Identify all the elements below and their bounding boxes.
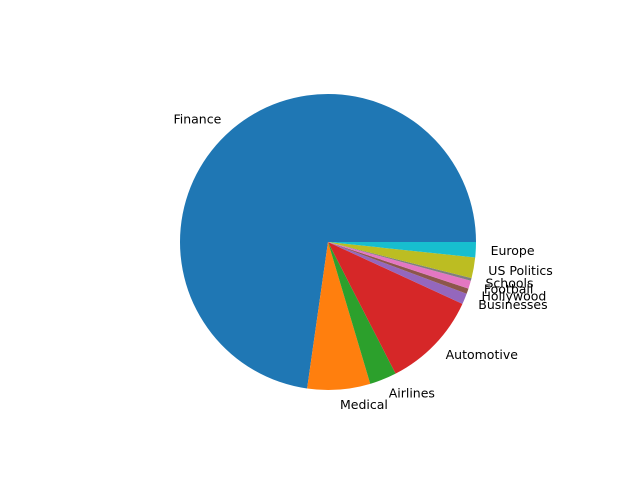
- slice-football: [328, 242, 471, 289]
- slice-us-politics: [328, 242, 476, 279]
- slice-label-automotive: Automotive: [446, 347, 519, 362]
- slice-label-football: Football: [484, 282, 533, 297]
- slice-label-schools: Schools: [486, 276, 534, 291]
- slice-hollywood: [328, 242, 469, 294]
- slice-finance: [180, 94, 477, 389]
- slice-automotive: [328, 242, 463, 374]
- slice-label-airlines: Airlines: [389, 386, 435, 401]
- pie-slices: [180, 94, 477, 390]
- slice-schools: [328, 242, 472, 281]
- slice-label-us-politics: US Politics: [488, 263, 553, 278]
- slice-businesses: [328, 242, 467, 304]
- slice-europe: [328, 242, 476, 258]
- slice-label-businesses: Businesses: [478, 297, 547, 312]
- slice-medical: [307, 242, 371, 390]
- slice-label-europe: Europe: [491, 243, 535, 258]
- slice-label-medical: Medical: [340, 397, 388, 412]
- slice-label-finance: Finance: [173, 112, 221, 127]
- slice-label-hollywood: Hollywood: [482, 289, 547, 304]
- slice-airlines: [328, 242, 396, 384]
